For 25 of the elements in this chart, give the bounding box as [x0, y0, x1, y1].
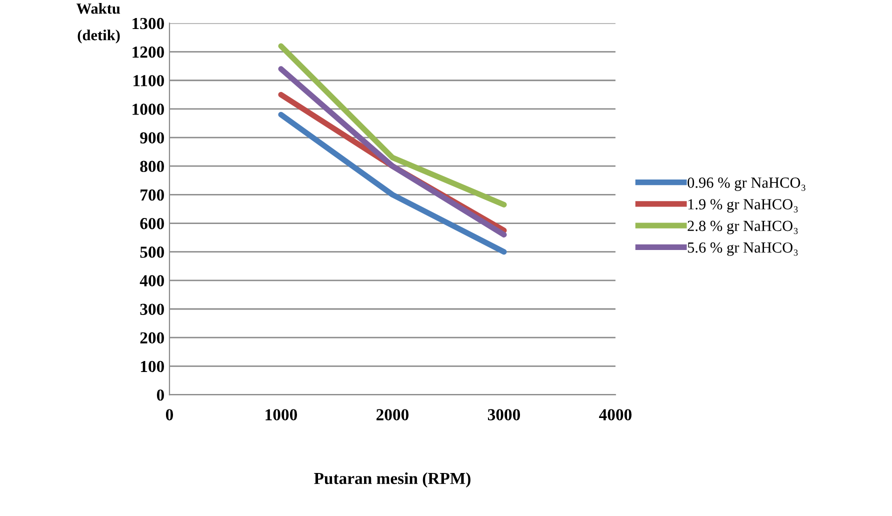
y-tick-label: 1200 [132, 46, 164, 58]
y-tick-label: 100 [140, 360, 164, 372]
y-tick-label: 900 [140, 132, 164, 144]
y-tick-label: 1000 [132, 104, 164, 115]
y-tick-label: 200 [140, 332, 164, 344]
y-tick-label: 1100 [134, 75, 164, 86]
x-tick-label: 3000 [488, 409, 520, 420]
legend-label: 5.6 % gr NaHCO₃ [688, 242, 798, 256]
x-tick-label: 4000 [599, 409, 632, 420]
x-tick-label: 1000 [266, 409, 298, 420]
x-tick-label: 0 [166, 409, 174, 420]
legend-label: 2.8 % gr NaHCO₃ [688, 220, 798, 234]
y-tick-label: 600 [140, 218, 164, 230]
x-axis-title: Putaran mesin (RPM) [314, 472, 470, 488]
y-tick-label: 1300 [132, 18, 164, 30]
y-tick-label: 0 [156, 389, 164, 401]
y-tick-label: 400 [140, 275, 164, 286]
legend-label: 0.96 % gr NaHCO₃ [688, 178, 806, 191]
x-tick-label: 2000 [376, 409, 409, 420]
y-tick-label: 300 [140, 304, 164, 315]
y-tick-label: 700 [140, 189, 164, 201]
y-tick-label: 800 [140, 160, 164, 172]
legend-label: 1.9 % gr NaHCO₃ [688, 199, 798, 213]
y-axis-title: Waktu (detik) [76, 3, 120, 44]
y-tick-label: 500 [140, 246, 164, 258]
